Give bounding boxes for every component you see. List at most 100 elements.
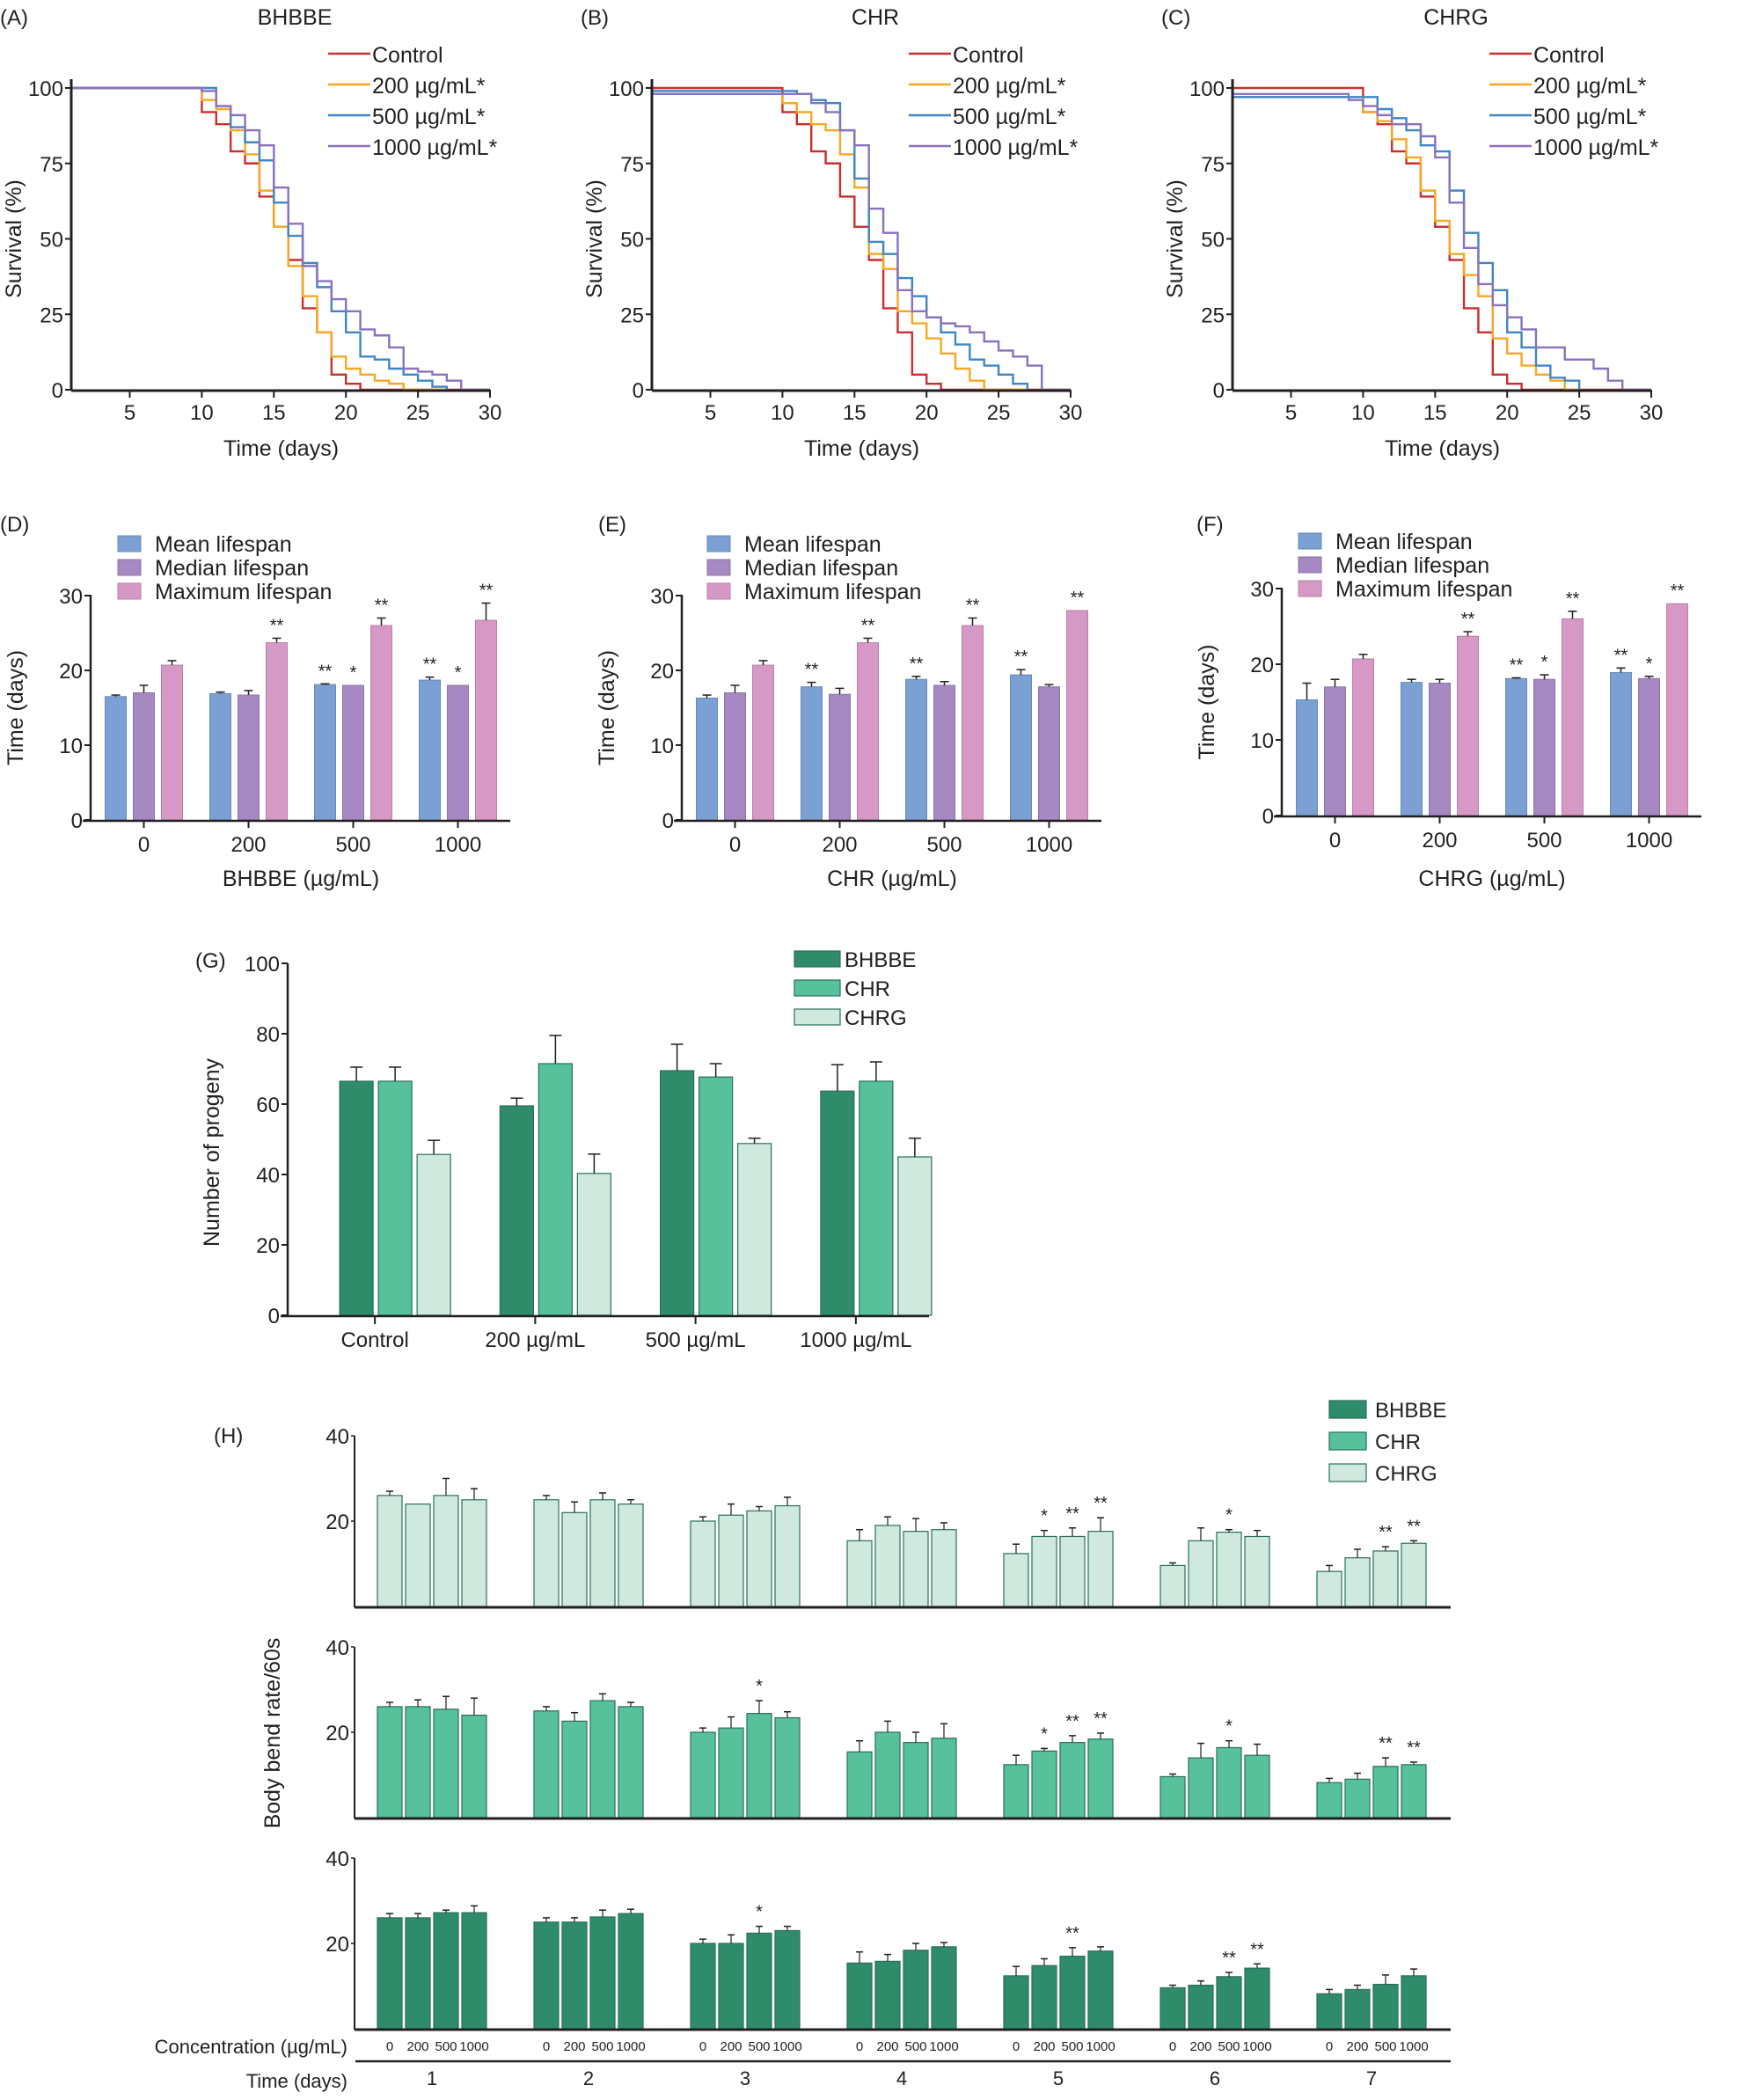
- y-tick-label: 100: [28, 77, 63, 101]
- panel-label: (A): [0, 6, 28, 30]
- concentration-label: 0: [1169, 2039, 1176, 2054]
- bar-bhbbe: [874, 1960, 901, 2030]
- y-axis-label: Survival (%): [1163, 179, 1188, 298]
- bar-chr: [859, 1080, 894, 1316]
- concentration-label: 500: [435, 2039, 457, 2054]
- bar-chr: [1059, 1742, 1086, 1818]
- legend-label: 500 µg/mL*: [372, 105, 486, 129]
- bar-bhbbe: [718, 1943, 744, 2030]
- y-tick-label: 25: [1201, 304, 1225, 327]
- significance-marker: **: [1407, 1738, 1421, 1758]
- x-tick-label: 25: [406, 401, 430, 425]
- bar-maximum: [475, 619, 497, 821]
- x-axis-label: CHR (µg/mL): [827, 867, 957, 891]
- legend-label: Mean lifespan: [155, 532, 292, 557]
- significance-marker: **: [1222, 1949, 1236, 1968]
- concentration-label: 0: [386, 2039, 393, 2054]
- significance-marker: *: [1646, 655, 1653, 674]
- x-tick-label: 5: [124, 401, 135, 425]
- legend-label: Mean lifespan: [1335, 530, 1473, 554]
- bar-chr: [746, 1713, 772, 1818]
- x-tick-label: 500 µg/mL: [646, 1328, 746, 1352]
- bar-chr: [903, 1742, 929, 1818]
- bar-chr: [1003, 1764, 1029, 1818]
- legend-swatch-chr: [1328, 1431, 1367, 1451]
- bar-chrg: [874, 1525, 901, 1607]
- bar-chr: [461, 1714, 487, 1818]
- x-tick-label: 30: [1059, 401, 1083, 425]
- y-tick-label: 100: [245, 953, 280, 977]
- bar-chr: [1344, 1778, 1371, 1818]
- day-label: 4: [896, 2067, 907, 2089]
- bar-mean: [801, 686, 823, 821]
- survival-line-control: [1233, 86, 1651, 391]
- bar-chr: [874, 1731, 901, 1818]
- significance-marker: **: [1566, 589, 1580, 609]
- bar-bhbbe: [377, 1917, 403, 2030]
- y-tick-label: 20: [1250, 654, 1274, 677]
- x-row1-title: Concentration (µg/mL): [155, 2036, 347, 2058]
- bar-mean: [1610, 671, 1632, 816]
- y-tick-label: 80: [256, 1023, 280, 1047]
- significance-marker: *: [350, 663, 357, 683]
- bar-maximum: [752, 664, 774, 821]
- concentration-label: 500: [591, 2039, 613, 2054]
- panel-label: (B): [581, 6, 609, 30]
- survival-line-c1000: [72, 86, 490, 391]
- significance-marker: **: [270, 616, 284, 635]
- significance-marker: **: [1065, 1712, 1079, 1731]
- y-tick-label: 25: [620, 304, 644, 327]
- bar-chrg: [846, 1540, 873, 1607]
- bar-bhbbe: [846, 1962, 873, 2030]
- bar-median: [238, 694, 260, 821]
- bar-maximum: [1666, 603, 1688, 816]
- significance-marker: *: [1225, 1717, 1233, 1737]
- bar-maximum: [161, 664, 183, 821]
- concentration-label: 0: [699, 2039, 706, 2054]
- x-row2-title: Time (days): [246, 2070, 347, 2092]
- bar-chr: [1316, 1782, 1342, 1818]
- bar-chrg: [897, 1156, 933, 1316]
- significance-marker: **: [910, 655, 924, 674]
- legend-label: BHBBE: [845, 948, 916, 972]
- y-tick-label: 10: [59, 735, 83, 758]
- legend-swatch-median: [1298, 556, 1322, 574]
- x-tick-label: 5: [1285, 401, 1297, 425]
- legend-swatch-chrg: [794, 1008, 841, 1026]
- survival-line-c1000: [1233, 92, 1651, 391]
- x-axis-label: CHRG (µg/mL): [1418, 867, 1565, 891]
- x-tick-label: 15: [843, 401, 867, 425]
- y-tick-label: 0: [268, 1305, 280, 1328]
- y-tick-label: 75: [40, 153, 63, 177]
- legend-label: Median lifespan: [1335, 553, 1489, 578]
- x-axis-label: BHBBE (µg/mL): [223, 867, 379, 891]
- bar-chrg: [405, 1503, 431, 1607]
- y-tick-label: 10: [1250, 729, 1274, 753]
- concentration-label: 500: [748, 2039, 770, 2054]
- bar-maximum: [1066, 610, 1088, 821]
- chart-title: CHRG: [1423, 5, 1489, 30]
- y-tick-label: 0: [1262, 805, 1274, 829]
- bar-bhbbe: [1003, 1975, 1029, 2030]
- bar-bhbbe: [1316, 1993, 1342, 2030]
- bar-bhbbe: [339, 1080, 374, 1316]
- bar-median: [933, 684, 955, 821]
- x-tick-label: 200: [1422, 829, 1457, 852]
- chart-title: CHR: [852, 5, 899, 30]
- significance-marker: **: [861, 616, 875, 635]
- day-label: 2: [583, 2067, 594, 2089]
- x-axis-label: Time (days): [1385, 436, 1500, 461]
- significance-marker: **: [375, 596, 389, 616]
- legend-label: Median lifespan: [744, 556, 898, 581]
- x-tick-label: 1000: [1026, 833, 1072, 857]
- y-tick-label: 25: [40, 304, 63, 327]
- y-tick-label: 30: [59, 585, 83, 609]
- bar-chr: [1087, 1738, 1114, 1818]
- bar-bhbbe: [589, 1916, 616, 2030]
- x-tick-label: Control: [340, 1328, 408, 1352]
- legend-label: Maximum lifespan: [155, 580, 332, 604]
- panel-label: (C): [1161, 6, 1190, 30]
